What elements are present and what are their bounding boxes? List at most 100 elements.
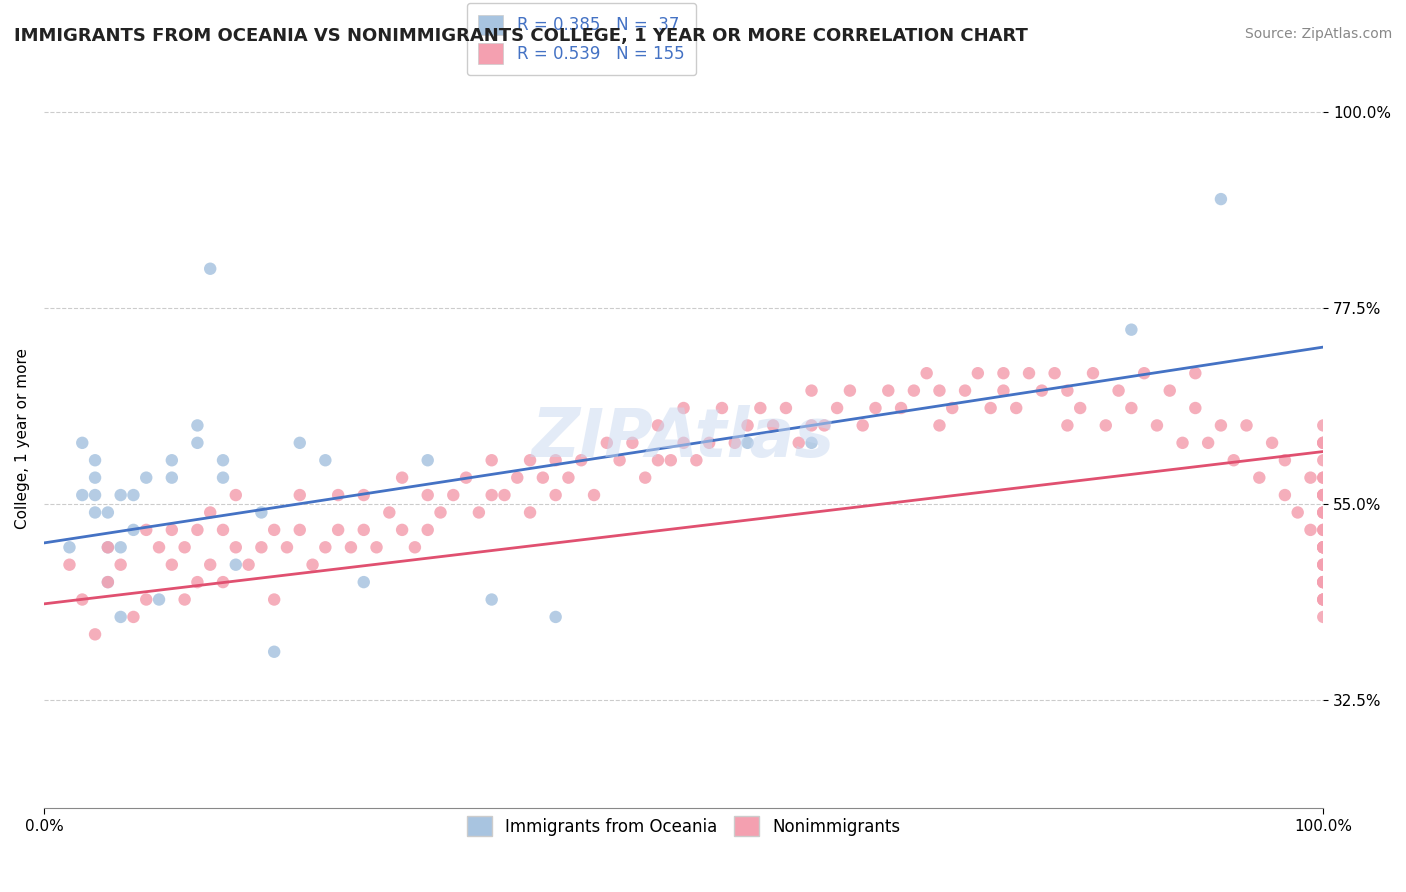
Point xyxy=(582,488,605,502)
Point xyxy=(1312,470,1334,484)
Point xyxy=(225,488,247,502)
Point xyxy=(941,401,963,415)
Point xyxy=(710,401,733,415)
Point xyxy=(481,453,503,467)
Point xyxy=(1312,575,1334,590)
Point xyxy=(966,366,988,380)
Point xyxy=(72,435,94,450)
Point xyxy=(391,470,413,484)
Point xyxy=(1222,453,1244,467)
Point xyxy=(353,488,375,502)
Point xyxy=(634,470,657,484)
Point xyxy=(519,453,541,467)
Point xyxy=(122,610,145,624)
Point xyxy=(544,453,567,467)
Point xyxy=(148,541,170,555)
Point xyxy=(749,401,772,415)
Point xyxy=(72,592,94,607)
Point xyxy=(1312,435,1334,450)
Point xyxy=(1209,418,1232,433)
Point xyxy=(263,523,285,537)
Point xyxy=(1312,541,1334,555)
Point xyxy=(97,541,120,555)
Point xyxy=(481,488,503,502)
Point xyxy=(672,435,695,450)
Point xyxy=(1312,488,1334,502)
Point xyxy=(1299,470,1322,484)
Point xyxy=(441,488,464,502)
Point xyxy=(416,488,439,502)
Point xyxy=(737,418,759,433)
Point xyxy=(263,645,285,659)
Point xyxy=(186,435,208,450)
Point xyxy=(1312,488,1334,502)
Point xyxy=(993,384,1015,398)
Point xyxy=(212,575,235,590)
Point xyxy=(1312,541,1334,555)
Point xyxy=(557,470,579,484)
Point xyxy=(1312,541,1334,555)
Point xyxy=(263,592,285,607)
Point xyxy=(160,470,183,484)
Point xyxy=(1056,384,1078,398)
Point xyxy=(314,453,336,467)
Point xyxy=(1043,366,1066,380)
Point xyxy=(1171,435,1194,450)
Point xyxy=(212,470,235,484)
Point xyxy=(800,384,823,398)
Point xyxy=(1236,418,1258,433)
Point xyxy=(787,435,810,450)
Point xyxy=(173,541,195,555)
Point xyxy=(314,541,336,555)
Point xyxy=(72,488,94,502)
Point xyxy=(84,453,107,467)
Point xyxy=(1312,506,1334,520)
Point xyxy=(1312,435,1334,450)
Point xyxy=(200,506,222,520)
Point xyxy=(647,418,669,433)
Point xyxy=(1184,366,1206,380)
Point xyxy=(148,592,170,607)
Point xyxy=(953,384,976,398)
Point xyxy=(1159,384,1181,398)
Point xyxy=(685,453,707,467)
Point xyxy=(1312,558,1334,572)
Point xyxy=(97,506,120,520)
Point xyxy=(890,401,912,415)
Point xyxy=(84,470,107,484)
Point xyxy=(429,506,451,520)
Point xyxy=(276,541,298,555)
Point xyxy=(84,488,107,502)
Point xyxy=(544,488,567,502)
Point xyxy=(1261,435,1284,450)
Point xyxy=(353,575,375,590)
Point xyxy=(1146,418,1168,433)
Point xyxy=(1312,575,1334,590)
Point xyxy=(1312,558,1334,572)
Point xyxy=(378,506,401,520)
Point xyxy=(1312,592,1334,607)
Point xyxy=(366,541,388,555)
Point xyxy=(200,261,222,276)
Point xyxy=(800,435,823,450)
Point xyxy=(621,435,644,450)
Point xyxy=(775,401,797,415)
Point xyxy=(762,418,785,433)
Point xyxy=(391,523,413,537)
Point xyxy=(416,453,439,467)
Point xyxy=(838,384,860,398)
Point xyxy=(340,541,363,555)
Legend: Immigrants from Oceania, Nonimmigrants: Immigrants from Oceania, Nonimmigrants xyxy=(458,807,908,845)
Point xyxy=(1005,401,1028,415)
Y-axis label: College, 1 year or more: College, 1 year or more xyxy=(15,348,30,529)
Point xyxy=(1312,488,1334,502)
Point xyxy=(1274,453,1296,467)
Point xyxy=(1312,523,1334,537)
Point xyxy=(531,470,554,484)
Point xyxy=(1121,401,1143,415)
Point xyxy=(225,558,247,572)
Point xyxy=(250,506,273,520)
Point xyxy=(328,523,350,537)
Text: ZIPAtlas: ZIPAtlas xyxy=(531,406,835,472)
Point xyxy=(1197,435,1219,450)
